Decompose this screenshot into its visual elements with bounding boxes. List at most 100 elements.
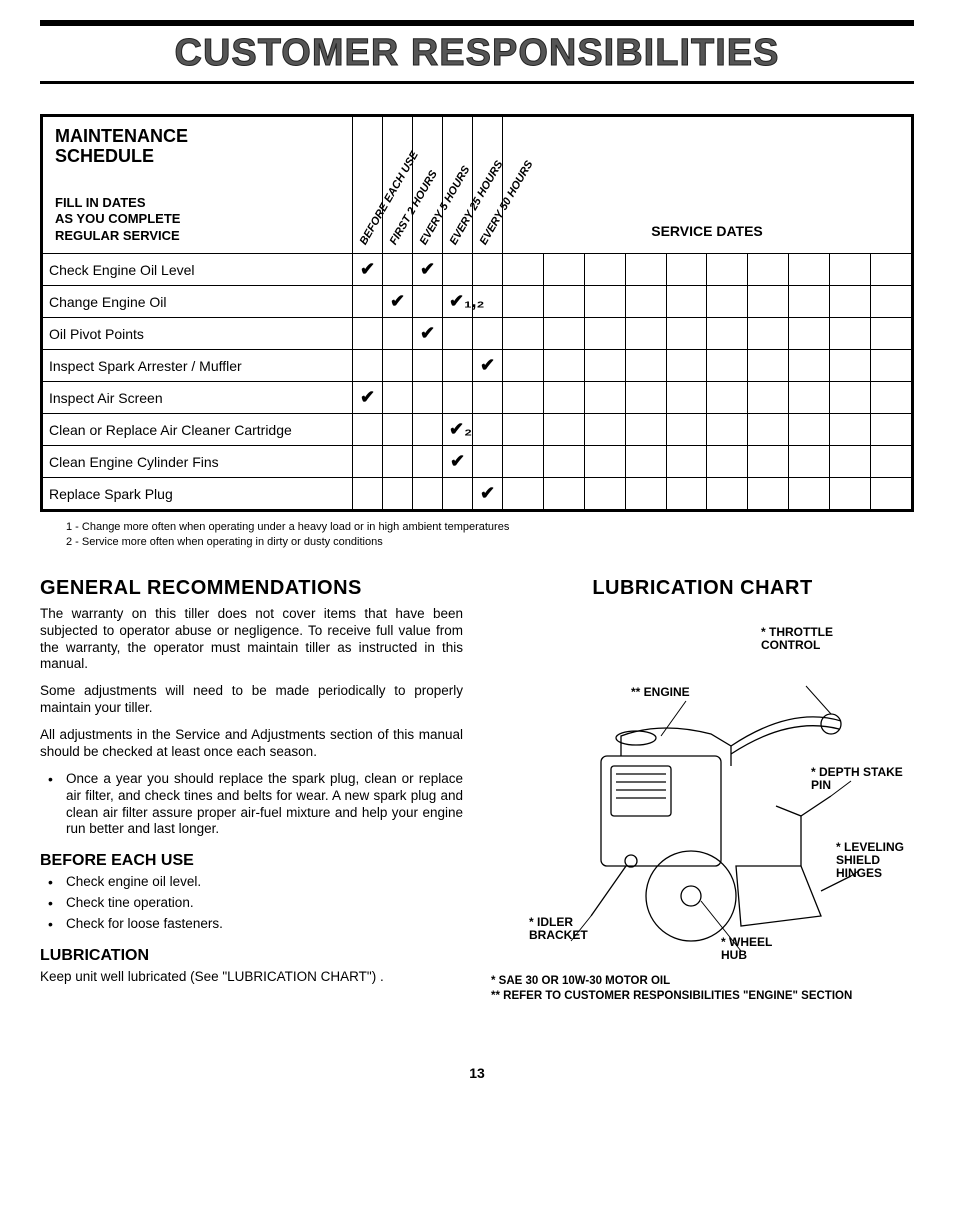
service-date-cell[interactable] — [666, 286, 707, 318]
service-date-cell[interactable] — [666, 382, 707, 414]
service-date-cell[interactable] — [543, 254, 584, 286]
service-date-cell[interactable] — [789, 318, 830, 350]
label-idler-bracket: * IDLER BRACKET — [529, 916, 609, 942]
service-date-cell[interactable] — [871, 350, 912, 382]
service-date-cell[interactable] — [830, 318, 871, 350]
service-date-cell[interactable] — [871, 446, 912, 478]
service-date-cell[interactable] — [830, 350, 871, 382]
service-date-cell[interactable] — [666, 254, 707, 286]
service-date-cell[interactable] — [625, 382, 666, 414]
task-cell: Replace Spark Plug — [43, 478, 353, 510]
bullet-check-tine: Check tine operation. — [40, 895, 463, 912]
service-date-cell[interactable] — [625, 254, 666, 286]
service-date-cell[interactable] — [830, 382, 871, 414]
service-date-cell[interactable] — [503, 382, 544, 414]
service-date-cell[interactable] — [871, 478, 912, 510]
service-date-cell[interactable] — [707, 478, 748, 510]
service-date-cell[interactable] — [584, 286, 625, 318]
service-date-cell[interactable] — [584, 414, 625, 446]
check-cell: ✔ — [353, 254, 383, 286]
service-date-cell[interactable] — [584, 478, 625, 510]
service-date-cell[interactable] — [543, 414, 584, 446]
label-wheel-hub: * WHEEL HUB — [721, 936, 791, 962]
service-date-cell[interactable] — [543, 318, 584, 350]
check-cell: ✔ — [473, 478, 503, 510]
service-date-cell[interactable] — [830, 286, 871, 318]
service-date-cell[interactable] — [503, 286, 544, 318]
service-date-cell[interactable] — [625, 350, 666, 382]
service-date-cell[interactable] — [666, 318, 707, 350]
service-date-cell[interactable] — [789, 478, 830, 510]
service-date-cell[interactable] — [707, 382, 748, 414]
service-date-cell[interactable] — [625, 318, 666, 350]
service-date-cell[interactable] — [748, 446, 789, 478]
service-date-cell[interactable] — [584, 254, 625, 286]
service-date-cell[interactable] — [830, 254, 871, 286]
service-date-cell[interactable] — [748, 478, 789, 510]
service-date-cell[interactable] — [830, 478, 871, 510]
service-date-cell[interactable] — [543, 478, 584, 510]
service-date-cell[interactable] — [707, 254, 748, 286]
service-date-cell[interactable] — [503, 254, 544, 286]
service-date-cell[interactable] — [707, 286, 748, 318]
service-date-cell[interactable] — [871, 414, 912, 446]
service-date-cell[interactable] — [584, 446, 625, 478]
service-date-cell[interactable] — [666, 478, 707, 510]
service-date-cell[interactable] — [503, 318, 544, 350]
service-date-cell[interactable] — [707, 318, 748, 350]
service-date-cell[interactable] — [543, 382, 584, 414]
service-date-cell[interactable] — [666, 350, 707, 382]
service-date-cell[interactable] — [748, 414, 789, 446]
service-date-cell[interactable] — [871, 382, 912, 414]
check-cell: ✔ — [413, 254, 443, 286]
service-date-cell[interactable] — [584, 318, 625, 350]
check-cell — [383, 350, 413, 382]
service-date-cell[interactable] — [707, 350, 748, 382]
service-date-cell[interactable] — [584, 350, 625, 382]
check-cell — [413, 414, 443, 446]
service-date-cell[interactable] — [625, 478, 666, 510]
service-date-cell[interactable] — [625, 414, 666, 446]
check-cell — [383, 254, 413, 286]
check-cell: ✔ — [413, 318, 443, 350]
service-date-cell[interactable] — [503, 446, 544, 478]
service-date-cell[interactable] — [584, 382, 625, 414]
service-date-cell[interactable] — [543, 350, 584, 382]
check-cell — [443, 382, 473, 414]
service-date-cell[interactable] — [666, 414, 707, 446]
service-date-cell[interactable] — [789, 286, 830, 318]
check-cell — [443, 254, 473, 286]
service-date-cell[interactable] — [871, 318, 912, 350]
service-date-cell[interactable] — [625, 446, 666, 478]
service-date-cell[interactable] — [707, 446, 748, 478]
table-row: Change Engine Oil✔✔₁,₂ — [43, 286, 912, 318]
title-rule-top — [40, 20, 914, 26]
para-adjustments: Some adjustments will need to be made pe… — [40, 683, 463, 717]
check-cell — [413, 350, 443, 382]
service-date-cell[interactable] — [543, 446, 584, 478]
service-date-cell[interactable] — [625, 286, 666, 318]
service-date-cell[interactable] — [830, 414, 871, 446]
service-date-cell[interactable] — [871, 286, 912, 318]
service-date-cell[interactable] — [789, 414, 830, 446]
service-date-cell[interactable] — [543, 286, 584, 318]
service-date-cell[interactable] — [666, 446, 707, 478]
service-date-cell[interactable] — [748, 350, 789, 382]
service-date-cell[interactable] — [789, 254, 830, 286]
service-date-cell[interactable] — [748, 286, 789, 318]
service-date-cell[interactable] — [748, 318, 789, 350]
service-date-cell[interactable] — [789, 446, 830, 478]
service-date-cell[interactable] — [503, 478, 544, 510]
table-row: Clean or Replace Air Cleaner Cartridge✔₂ — [43, 414, 912, 446]
service-date-cell[interactable] — [503, 414, 544, 446]
service-date-cell[interactable] — [748, 254, 789, 286]
check-cell — [353, 286, 383, 318]
service-date-cell[interactable] — [830, 446, 871, 478]
service-date-cell[interactable] — [503, 350, 544, 382]
service-date-cell[interactable] — [789, 350, 830, 382]
check-cell — [473, 382, 503, 414]
service-date-cell[interactable] — [789, 382, 830, 414]
service-date-cell[interactable] — [871, 254, 912, 286]
service-date-cell[interactable] — [748, 382, 789, 414]
service-date-cell[interactable] — [707, 414, 748, 446]
